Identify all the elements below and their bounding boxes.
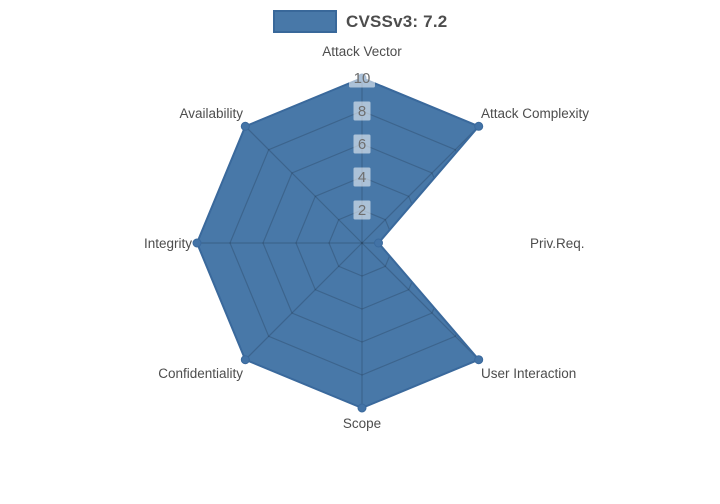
axis-label-attack-vector: Attack Vector xyxy=(322,44,402,59)
tick-label-6: 6 xyxy=(358,136,366,153)
marker-priv-req xyxy=(374,238,383,248)
tick-bg-6 xyxy=(353,134,371,154)
marker-confidentiality xyxy=(240,355,250,365)
marker-attack-complexity xyxy=(474,121,484,131)
axis-label-priv-req: Priv.Req. xyxy=(530,236,585,251)
legend-label: CVSSv3: 7.2 xyxy=(346,11,448,31)
axis-label-confidentiality: Confidentiality xyxy=(158,366,243,381)
tick-label-2: 2 xyxy=(358,202,366,219)
tick-label-10: 10 xyxy=(354,70,371,87)
series-fill-cvssv3-7-2 xyxy=(197,78,479,408)
marker-availability xyxy=(240,121,250,131)
tick-bg-8 xyxy=(353,101,371,121)
tick-label-8: 8 xyxy=(358,103,366,120)
tick-bg-2 xyxy=(353,200,371,220)
grid-spoke-availability xyxy=(244,125,363,244)
grid-spoke-user-interaction xyxy=(361,242,479,361)
tick-bg-4 xyxy=(353,167,371,187)
grid-ring-2 xyxy=(328,209,396,277)
axis-label-integrity: Integrity xyxy=(144,236,192,251)
axis-label-scope: Scope xyxy=(343,416,381,431)
axis-label-user-interaction: User Interaction xyxy=(481,366,576,381)
legend-swatch xyxy=(273,10,337,33)
axis-label-availability: Availability xyxy=(179,106,243,121)
tick-label-4: 4 xyxy=(358,169,366,186)
grid-spoke-confidentiality xyxy=(244,242,363,361)
tick-bg-10 xyxy=(349,68,375,88)
marker-scope xyxy=(357,403,367,413)
axis-label-attack-complexity: Attack Complexity xyxy=(481,106,589,121)
marker-user-interaction xyxy=(474,355,484,365)
marker-integrity xyxy=(192,238,202,248)
legend: CVSSv3: 7.2 xyxy=(273,10,447,33)
grid-spoke-attack-complexity xyxy=(361,125,479,244)
